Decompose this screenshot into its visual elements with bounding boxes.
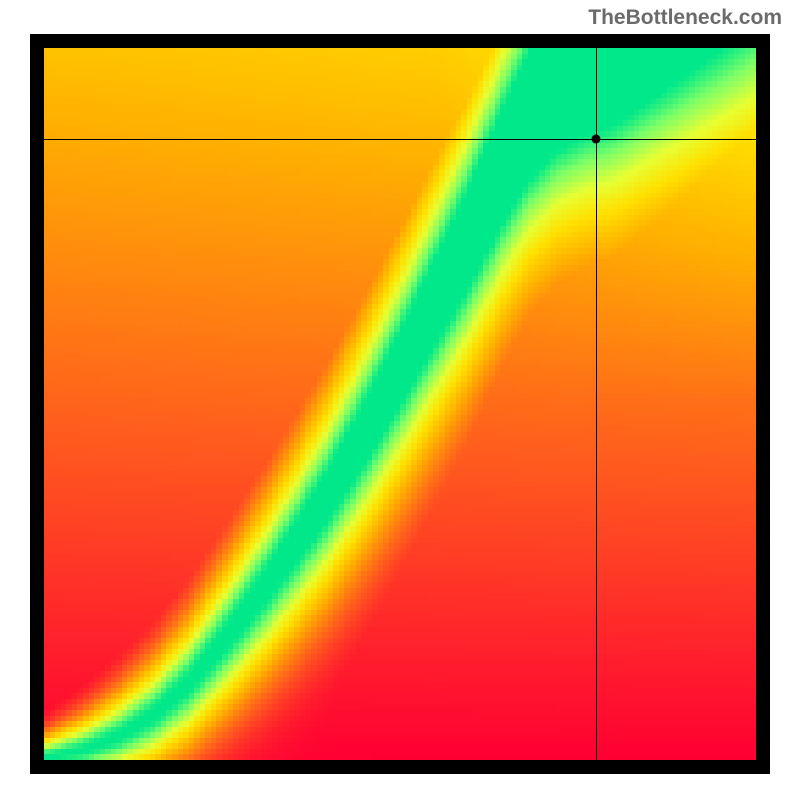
plot-frame — [30, 34, 770, 774]
plot-area — [44, 48, 756, 760]
watermark-text: TheBottleneck.com — [588, 6, 782, 30]
bottleneck-heatmap — [44, 48, 756, 760]
crosshair-horizontal — [44, 139, 756, 140]
crosshair-vertical — [596, 48, 597, 760]
crosshair-marker — [592, 135, 601, 144]
